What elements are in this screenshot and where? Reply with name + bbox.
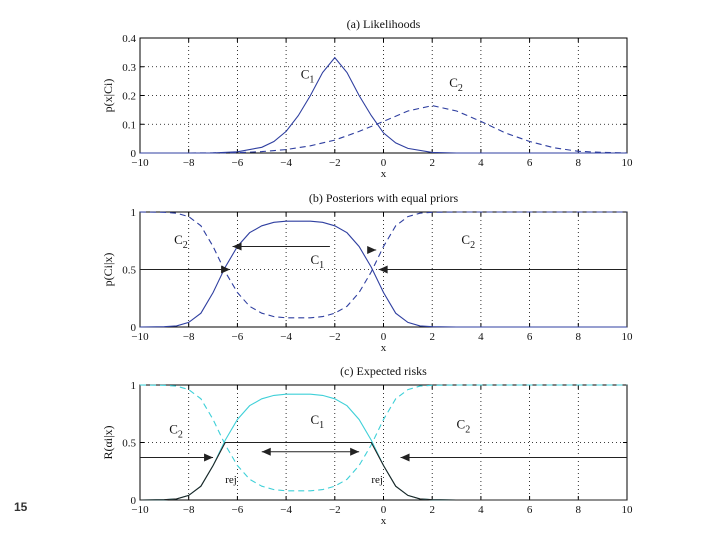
panel-2-xtick-label: 2 (429, 331, 435, 343)
panel-1-title: (a) Likelihoods (347, 17, 421, 31)
panel-1-xtick-label: −2 (329, 157, 341, 169)
panel-3-arrow-head-0 (204, 453, 214, 462)
panel-2-arrow-head-0 (221, 265, 231, 274)
panel-2-xtick-label: 10 (622, 331, 634, 343)
panel-1-frame (139, 37, 628, 154)
panel-1-xtick-label: −6 (232, 157, 244, 169)
panel-3-xtick-label: −6 (232, 504, 244, 516)
panel-1-xtick-label: 6 (527, 157, 533, 169)
panel-2-arrow-head-3 (367, 245, 377, 254)
panel-1-curve-label-c2: C2 (449, 75, 463, 94)
panel-3-ylabel: R(αi|x) (101, 425, 115, 459)
panel-2-title: (b) Posteriors with equal priors (309, 191, 459, 205)
panel-1-xtick-label: −4 (280, 157, 292, 169)
panel-3-xtick-label: 8 (576, 504, 582, 516)
panel-3-curve-label-c2: C2 (457, 417, 471, 436)
panel-1-ytick-label: 0.4 (122, 33, 136, 45)
panel-3-xtick-label: 10 (622, 504, 634, 516)
panel-1-curve-label-c1: C1 (301, 66, 315, 85)
panel-2-curve-label-c2: C2 (174, 232, 188, 251)
panel-2-xtick-label: 8 (576, 331, 582, 343)
panel-1-series-c1-solid (140, 56, 627, 154)
panel-1-ytick-label: 0.3 (122, 62, 136, 74)
panel-2-xtick-label: −8 (183, 331, 195, 343)
panel-3-curve-label-rej: rej (371, 474, 383, 486)
panel-3-xtick-label: −4 (280, 504, 292, 516)
panel-2-xlabel: x (381, 342, 387, 354)
panel-2-series-c1-solid (139, 220, 627, 328)
panel-3-xtick-label: −8 (183, 504, 195, 516)
slide-number: 15 (14, 500, 28, 514)
panel-2-arrow-head-1 (378, 265, 388, 274)
panel-1-xtick-label: −8 (183, 157, 195, 169)
panel-2-xtick-label: 0 (381, 331, 387, 343)
panel-2-xtick-label: −10 (131, 331, 149, 343)
panel-1-xtick-label: −10 (131, 157, 149, 169)
panel-1-xtick-label: 2 (429, 157, 435, 169)
panel-3-ytick-label: 0.5 (122, 438, 136, 450)
panel-1-ytick-label: 0 (131, 148, 137, 160)
panel-3-curve-label-c2: C2 (169, 421, 183, 440)
panel-3-ytick-label: 0 (131, 495, 137, 507)
panel-3-xtick-label: 6 (527, 504, 533, 516)
panel-2-curve-label-c2: C2 (461, 232, 475, 251)
panel-3-curve-label-c1: C1 (310, 412, 324, 431)
panel-3-series-c1-dashed (139, 384, 627, 492)
panel-2-arrow-head-2 (232, 242, 242, 251)
panel-1-ytick-label: 0.2 (122, 91, 136, 103)
panel-3-frame (139, 384, 628, 501)
panel-2-curve-label-c1: C1 (310, 252, 324, 271)
panel-3-xtick-label: −2 (329, 504, 341, 516)
panel-2-xtick-label: −6 (232, 331, 244, 343)
panel-3-series-rej-solid (139, 441, 627, 501)
panel-3-xtick-label: 4 (478, 504, 484, 516)
panel-2-ytick-label: 0 (131, 322, 137, 334)
panel-1-series-c2-dashed (140, 105, 628, 154)
panel-2-series-c2-dashed (139, 211, 627, 319)
panel-3-xtick-label: 0 (381, 504, 387, 516)
panel-3-arrow-head-1 (400, 453, 410, 462)
panel-1-xtick-label: 10 (622, 157, 634, 169)
panel-2-ytick-label: 1 (131, 207, 137, 219)
panel-1-xlabel: x (381, 168, 387, 180)
panel-3-curve-label-rej: rej (225, 474, 237, 486)
panel-2-xtick-label: −4 (280, 331, 292, 343)
panel-3-xtick-label: −10 (131, 504, 149, 516)
panel-3-title: (c) Expected risks (340, 364, 427, 378)
panel-2-xtick-label: 4 (478, 331, 484, 343)
panel-1-xtick-label: 4 (478, 157, 484, 169)
panel-1-ytick-label: 0.1 (122, 119, 136, 131)
panel-2-ytick-label: 0.5 (122, 265, 136, 277)
panel-1-xtick-label: 8 (576, 157, 582, 169)
panel-2-xtick-label: 6 (527, 331, 533, 343)
panel-3-ytick-label: 1 (131, 380, 137, 392)
panel-3-xlabel: x (381, 515, 387, 527)
panel-2-ylabel: p(Ci|x) (101, 253, 115, 287)
panel-3-arrow-head-2 (261, 447, 271, 456)
panel-3-xtick-label: 2 (429, 504, 435, 516)
panel-1-ylabel: p(x|Ci) (101, 79, 115, 113)
panel-1-xtick-label: 0 (381, 157, 387, 169)
panel-3-series-c2-solid (139, 393, 627, 501)
panel-2-xtick-label: −2 (329, 331, 341, 343)
panel-3-arrow-head-2 (350, 447, 360, 456)
